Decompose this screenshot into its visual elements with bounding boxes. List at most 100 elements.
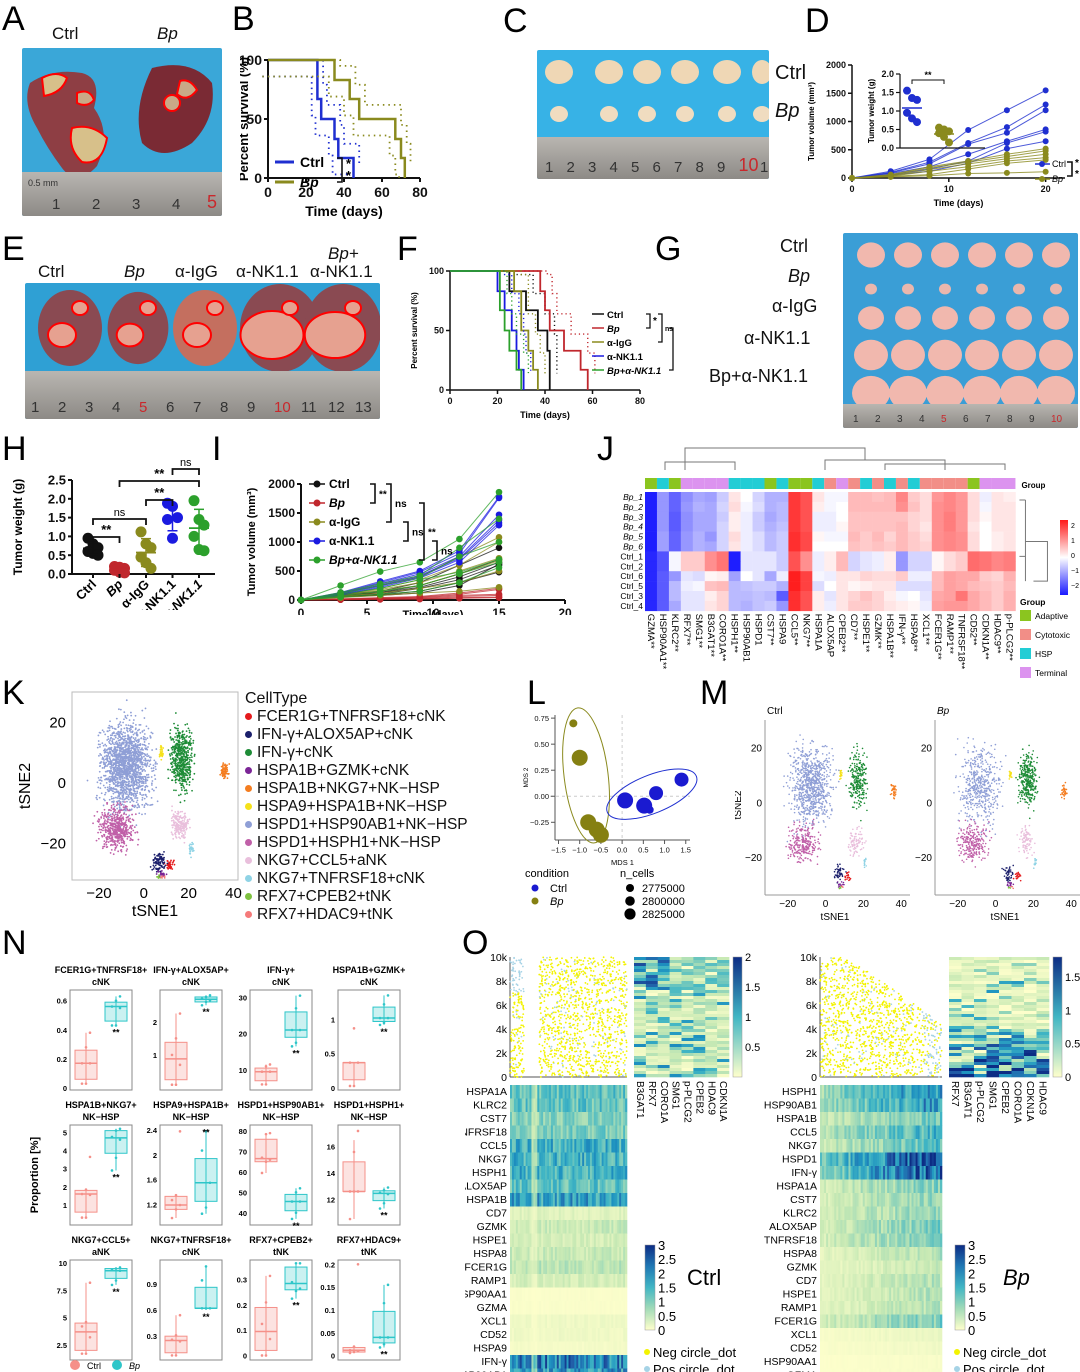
cell-point (126, 771, 129, 774)
data-point (495, 515, 503, 523)
cell-point (113, 731, 115, 734)
cell-point (131, 775, 134, 778)
data-point (337, 582, 344, 589)
significance-bracket (145, 499, 174, 506)
cell-point (134, 775, 137, 778)
cell-point (108, 727, 111, 729)
legend-dot (313, 480, 321, 488)
cell-point (121, 781, 124, 784)
heatmap-cell (812, 591, 825, 602)
tumor-outline (71, 300, 89, 316)
column-label: HSPE1** (860, 614, 871, 653)
cell-point (121, 798, 124, 801)
cell-point (865, 792, 867, 795)
cell-point (111, 766, 113, 769)
x-tick-label: 20 (1041, 184, 1051, 194)
cell-point (117, 761, 119, 764)
cell-point (106, 739, 109, 741)
heatmap-cell (752, 571, 765, 582)
cell-point (112, 755, 114, 758)
cell-point (144, 770, 147, 772)
cell-point (183, 774, 185, 777)
cell-point (105, 846, 108, 849)
heatmap-cell (716, 501, 729, 513)
cell-point (859, 759, 861, 762)
x-tick-label: 1.5 (681, 846, 691, 855)
data-point (376, 590, 384, 598)
heatmap-cell (668, 541, 682, 552)
cell-point (116, 769, 119, 772)
cell-point (110, 815, 113, 818)
cell-point (151, 749, 154, 751)
group-annotation-cell (716, 478, 729, 489)
panel-label-l: L (527, 674, 546, 712)
data-point (495, 534, 503, 541)
significance-label: ns (114, 507, 126, 519)
heatmap-cell (740, 551, 753, 562)
heatmap-cell (740, 501, 753, 513)
heatmap-cell (656, 581, 670, 592)
cell-point (115, 832, 117, 835)
cell-point (133, 806, 136, 809)
group-annotation-cell (668, 478, 681, 489)
cell-point (99, 762, 101, 764)
tumor (926, 375, 964, 411)
cell-point (122, 789, 125, 792)
y-tick-label: 0.0 (881, 143, 894, 153)
heatmap-cell (848, 591, 861, 602)
cell-point (861, 783, 864, 785)
tumor (894, 242, 922, 268)
tumor-outline (239, 310, 305, 360)
panel-label-d: D (805, 2, 830, 40)
cell-point (118, 821, 121, 823)
cell-point (106, 757, 109, 760)
heatmap-cell (788, 511, 801, 522)
heatmap-cell (967, 571, 980, 582)
cell-point (113, 788, 116, 791)
cell-point (152, 864, 155, 867)
legend-label: α-IgG (329, 515, 360, 529)
confidence-ellipse-ctrl (606, 768, 698, 820)
cell-point (118, 817, 120, 819)
cell-point (136, 799, 139, 802)
tumor-ctrl (713, 60, 741, 84)
cell-point (118, 770, 120, 772)
heatmap-cell (943, 561, 956, 572)
cell-point (102, 744, 105, 747)
cell-point (181, 810, 184, 813)
cell-point (141, 743, 144, 746)
cell-point (176, 736, 179, 739)
cell-point (222, 762, 225, 765)
ruler-tick: 3 (588, 159, 597, 176)
y-tick-label: 1000 (268, 535, 295, 549)
heatmap-cell (776, 551, 789, 562)
ruler-tick: 2 (875, 414, 881, 425)
cell-point (130, 808, 133, 811)
cell-point (189, 843, 192, 846)
cell-point (107, 735, 109, 738)
cell-point (101, 811, 104, 814)
cell-point (178, 818, 181, 820)
cell-point (129, 775, 132, 778)
x-tick-label: 80 (635, 396, 645, 406)
heatmap-cell (836, 501, 849, 513)
cell-point (173, 745, 176, 748)
cell-point (144, 707, 147, 710)
cell-point (146, 764, 148, 767)
cell-point (118, 744, 121, 746)
cell-point (191, 778, 194, 781)
cell-point (111, 738, 114, 740)
cell-point (128, 739, 131, 741)
heatmap-cell (848, 501, 861, 513)
cell-point (153, 759, 156, 762)
cell-point (120, 767, 123, 770)
heatmap-cell (680, 521, 694, 532)
cell-point (116, 834, 118, 837)
legend-label: Ctrl (1052, 159, 1066, 169)
cell-point (833, 772, 836, 775)
cell-point (135, 824, 138, 827)
cell-point (142, 782, 145, 785)
cell-point (120, 829, 123, 832)
cell-point (108, 787, 111, 790)
heatmap-cell (967, 531, 980, 542)
